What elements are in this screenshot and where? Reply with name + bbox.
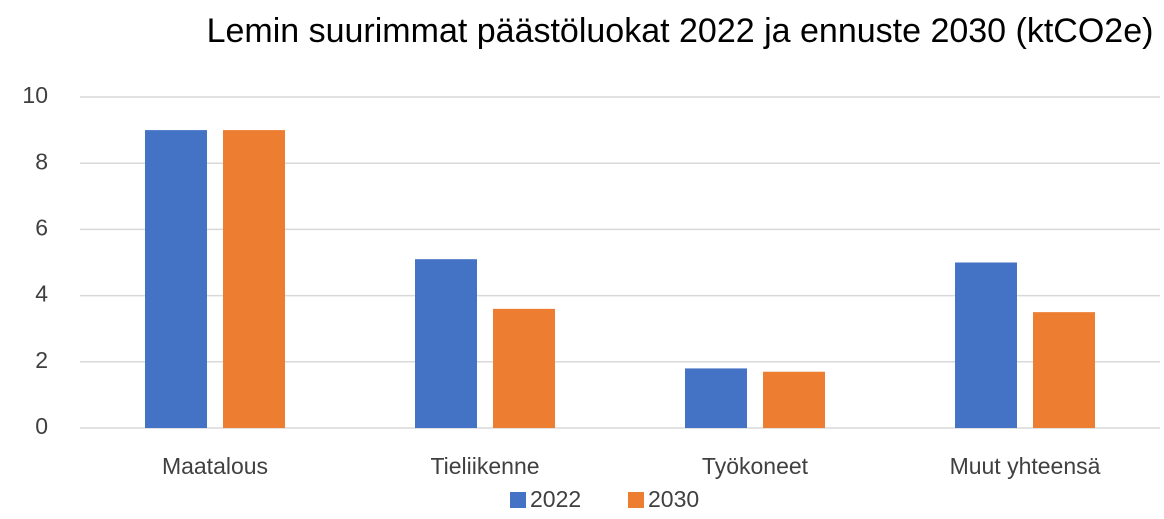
bar xyxy=(1033,312,1095,428)
bar xyxy=(223,130,285,428)
chart-title: Lemin suurimmat päästöluokat 2022 ja enn… xyxy=(206,12,1154,50)
bar xyxy=(763,371,825,428)
legend-swatch xyxy=(628,492,644,508)
y-tick-label: 6 xyxy=(35,214,48,240)
legend-label: 2030 xyxy=(648,486,699,512)
legend-swatch xyxy=(510,492,526,508)
bar xyxy=(685,368,747,428)
y-tick-label: 2 xyxy=(35,347,48,373)
y-tick-label: 4 xyxy=(35,281,48,307)
x-tick-label: Työkoneet xyxy=(702,453,809,479)
bar xyxy=(955,262,1017,428)
bar xyxy=(415,259,477,428)
legend-label: 2022 xyxy=(530,486,581,512)
bar xyxy=(493,308,555,428)
x-tick-label: Tieliikenne xyxy=(430,453,539,479)
y-tick-label: 8 xyxy=(35,148,48,174)
y-tick-label: 0 xyxy=(35,413,48,439)
bar xyxy=(145,130,207,428)
x-tick-label: Muut yhteensä xyxy=(950,453,1101,479)
x-tick-label: Maatalous xyxy=(162,453,268,479)
y-tick-label: 10 xyxy=(22,82,48,108)
